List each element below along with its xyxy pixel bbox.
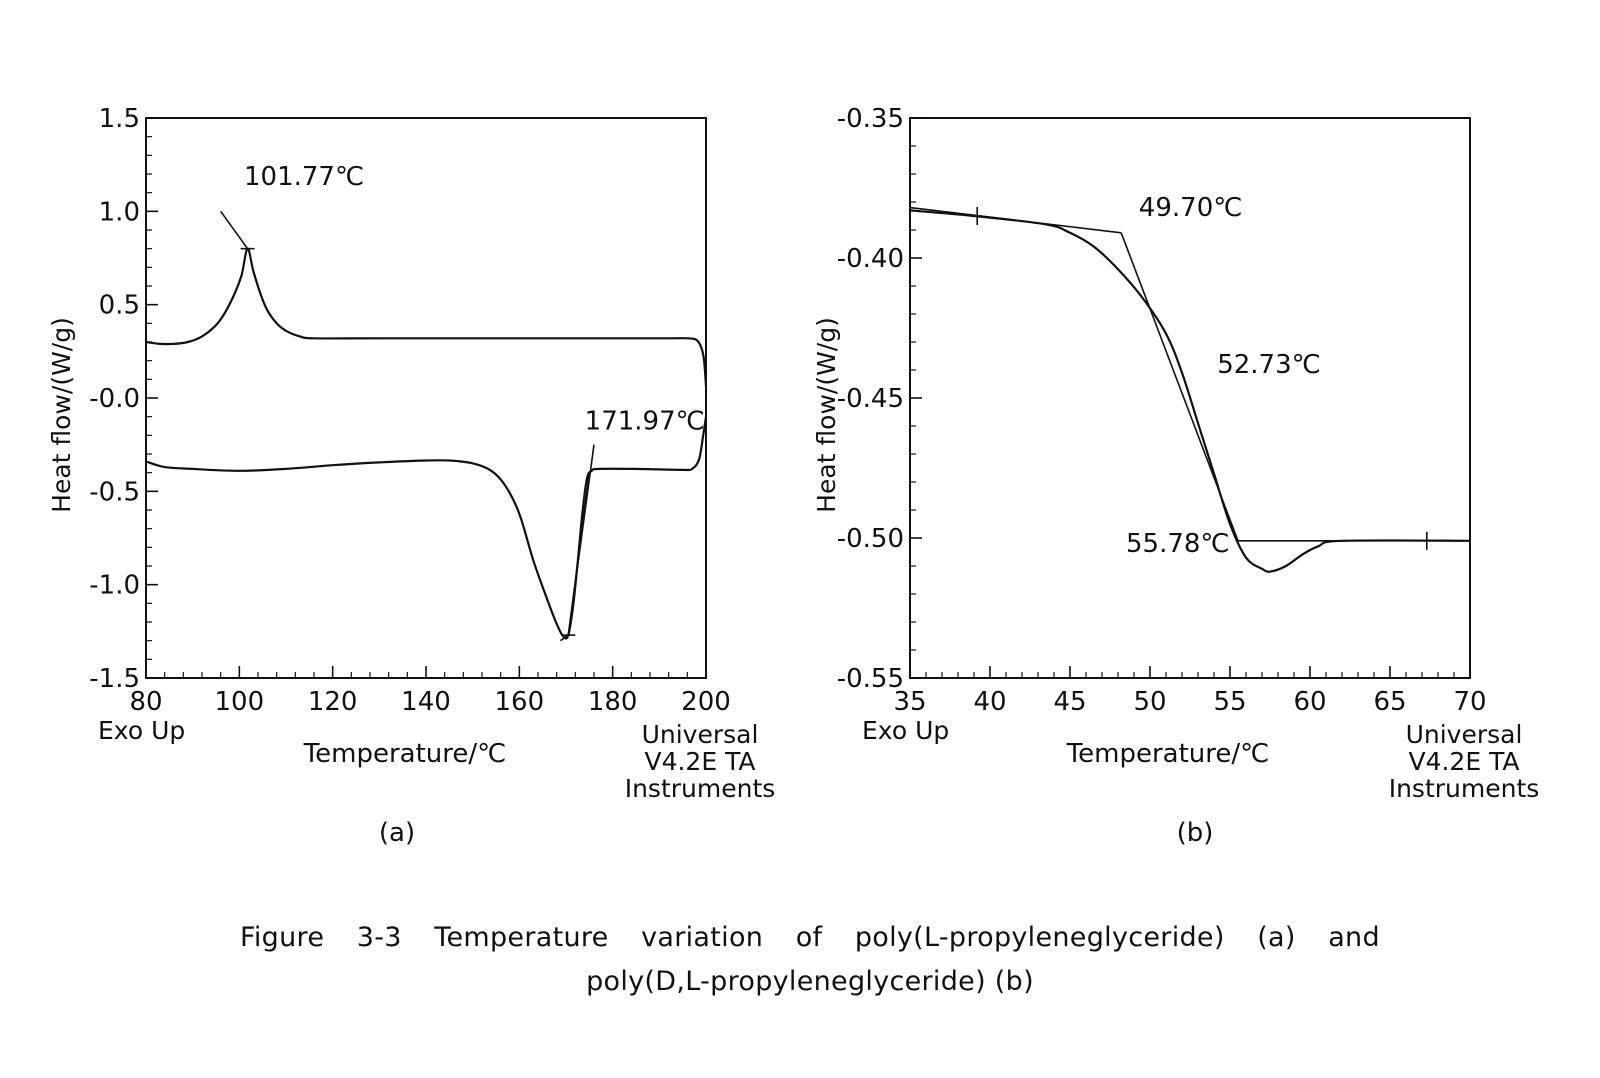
caption-word: poly(L-propyleneglyceride) [854,922,1225,953]
y-tick-label: -0.40 [837,244,904,274]
y-tick-label: -1.0 [89,571,140,601]
figure-caption: Figure 3-3 Temperature variation of poly… [240,916,1380,1004]
curves-a [145,247,708,642]
x-axis-label-a: Temperature/℃ [303,739,507,769]
annotation-label: 52.73℃ [1217,350,1321,380]
y-tick-label: -0.45 [837,384,904,414]
x-tick-labels-a: 80 100 120 140 160 180 200 [129,687,730,717]
instrument-line3-a: Instruments [625,774,776,803]
annotation-leader [220,210,249,250]
y-tick-label: 1.5 [99,104,140,134]
y-tick-label: 0.5 [99,291,140,321]
x-tick-label: 70 [1453,687,1486,717]
annotation-label: 49.70℃ [1139,193,1243,223]
exo-up-label-b: Exo Up [862,716,949,745]
annotation-label: 55.78℃ [1126,529,1230,559]
x-tick-label: 160 [495,687,545,717]
x-tick-label: 100 [215,687,265,717]
caption-word: Temperature [434,922,609,953]
y-axis-label-b: Heat flow/(W/g) [812,317,841,513]
annotation-label: 101.77℃ [244,162,364,192]
annotations-a: 101.77℃ 171.97℃ [220,162,705,636]
heat-flow-curve [145,416,708,640]
caption-word: and [1328,922,1380,953]
annotations-b: 49.70℃ 52.73℃ 55.78℃ [1126,193,1321,559]
tangent-line [1120,232,1239,542]
heat-flow-curve [145,247,708,387]
annotation-leader [567,444,595,636]
x-tick-label: 50 [1133,687,1166,717]
panel-label-a: (a) [379,818,415,848]
tangent-line [559,634,569,642]
x-tick-label: 80 [129,687,162,717]
x-tick-label: 35 [893,687,926,717]
instrument-line2-a: V4.2E TA [644,747,755,776]
y-axis-label-a: Heat flow/(W/g) [47,317,76,513]
axis-ticks-b [909,117,1471,679]
exo-up-label-a: Exo Up [98,716,185,745]
instrument-line1-b: Universal [1406,720,1523,749]
y-tick-label: -0.5 [89,477,140,507]
y-tick-label: -1.5 [89,664,140,694]
caption-word: of [795,922,823,953]
x-tick-label: 45 [1053,687,1086,717]
x-tick-label: 65 [1373,687,1406,717]
caption-line-2: poly(D,L-propyleneglyceride) (b) [586,966,1034,997]
tangent-line [909,206,1122,234]
y-tick-labels-a: 1.5 1.0 0.5 -0.0 -0.5 -1.0 -1.5 [89,104,140,694]
annotation-label: 171.97℃ [585,407,705,437]
heat-flow-curve [909,209,1471,573]
caption-word: 3-3 [356,922,402,953]
caption-line-1: Figure 3-3 Temperature variation of poly… [240,916,1380,960]
instrument-line3-b: Instruments [1389,774,1540,803]
caption-word: variation [641,922,764,953]
x-axis-label-b: Temperature/℃ [1066,739,1270,769]
panel-b: 49.70℃ 52.73℃ 55.78℃ 35 40 45 50 55 60 65 70 -0.3… [812,104,1539,848]
x-tick-label: 140 [401,687,451,717]
caption-word: Figure [240,922,325,953]
y-tick-label: -0.50 [837,524,904,554]
x-tick-label: 55 [1213,687,1246,717]
plot-frame-a [145,117,707,679]
caption-word: (a) [1257,922,1296,953]
instrument-line2-b: V4.2E TA [1408,747,1519,776]
curves-b [909,206,1471,573]
y-tick-label: -0.55 [837,664,904,694]
y-tick-label: -0.35 [837,104,904,134]
x-tick-label: 60 [1293,687,1326,717]
y-tick-labels-b: -0.35 -0.40 -0.45 -0.50 -0.55 [837,104,904,694]
x-tick-label: 40 [973,687,1006,717]
x-tick-label: 120 [308,687,358,717]
y-tick-label: 1.0 [99,197,140,227]
axis-ticks-a [145,117,707,679]
instrument-line1-a: Universal [642,720,759,749]
panel-label-b: (b) [1177,818,1214,848]
x-tick-labels-b: 35 40 45 50 55 60 65 70 [893,687,1486,717]
x-tick-label: 200 [681,687,731,717]
y-tick-label: -0.0 [89,384,140,414]
x-tick-label: 180 [588,687,638,717]
